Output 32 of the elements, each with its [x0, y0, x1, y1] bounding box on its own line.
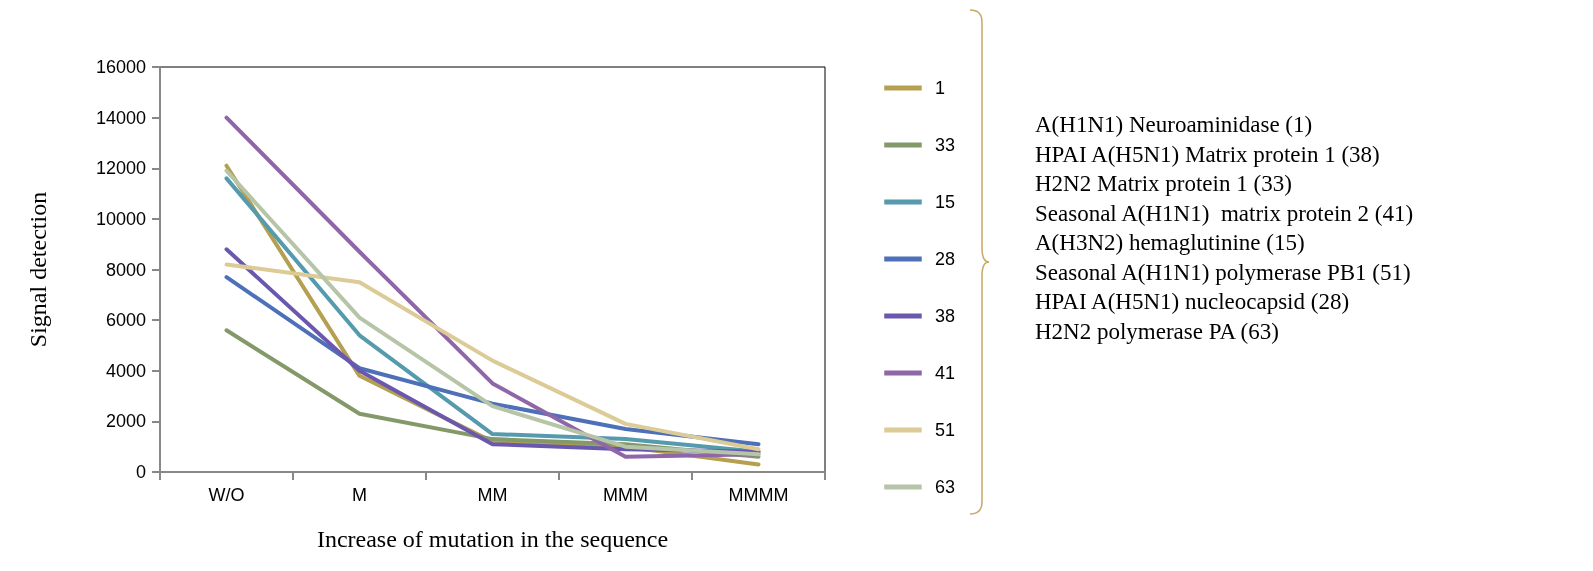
- x-tick-label: W/O: [208, 485, 245, 505]
- text: H2N2 polymerase PA (63): [1035, 317, 1280, 346]
- text: HPAI A(H5N1) nucleocapsid (28): [1035, 288, 1351, 316]
- x-tick-label: MMM: [603, 485, 648, 505]
- legend-label: 28: [934, 249, 956, 269]
- y-tick-label: 2000: [105, 411, 146, 432]
- text: Seasonal A(H1N1) matrix protein 2 (41): [1035, 199, 1414, 228]
- x-tick-label: MMMM: [728, 485, 789, 505]
- x-tick-label: MM: [477, 485, 508, 505]
- y-tick-label: 8000: [105, 259, 146, 280]
- text: H2N2 Matrix protein 1 (33): [1035, 170, 1293, 198]
- y-tick-label: 0: [135, 462, 146, 482]
- x-tick-label: M: [352, 485, 367, 505]
- y-tick-label: 12000: [95, 158, 146, 179]
- legend-label: 38: [934, 306, 956, 326]
- legend-label: 51: [934, 420, 956, 440]
- y-tick-label: 4000: [105, 360, 146, 381]
- y-tick-label: 10000: [95, 208, 146, 229]
- text: A(H3N2) hemaglutinine (15): [1035, 229, 1306, 257]
- text: A(H1N1) Neuroaminidase (1): [1035, 111, 1314, 139]
- y-tick-label: 14000: [95, 107, 146, 128]
- legend-label: 33: [934, 135, 956, 155]
- legend-label: 41: [934, 363, 956, 383]
- y-axis-title: Signal detection: [25, 191, 51, 348]
- legend-label: 63: [934, 477, 956, 497]
- y-tick-label: 6000: [105, 310, 146, 331]
- legend-label: 1: [934, 78, 945, 98]
- legend-label: 15: [934, 192, 956, 212]
- text: HPAI A(H5N1) Matrix protein 1 (38): [1035, 140, 1381, 169]
- text: Seasonal A(H1N1) polymerase PB1 (51): [1035, 258, 1412, 287]
- y-tick-label: 16000: [95, 57, 146, 77]
- x-axis-title: Increase of mutation in the sequence: [316, 526, 669, 552]
